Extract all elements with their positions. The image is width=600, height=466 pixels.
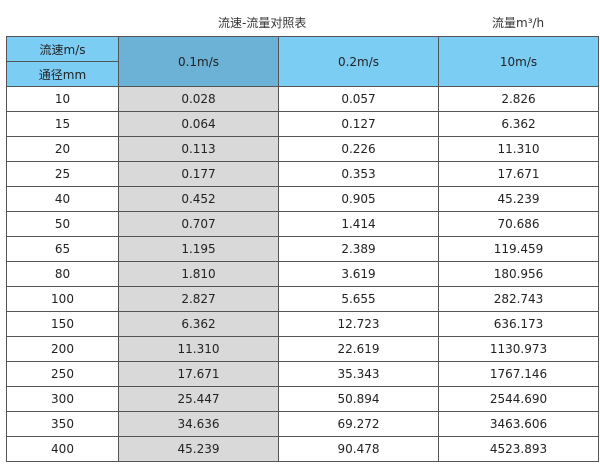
flow-cell: 17.671 xyxy=(438,161,599,187)
table-row: 400 45.239 90.478 4523.893 xyxy=(6,436,599,462)
table-row: 350 34.636 69.272 3463.606 xyxy=(6,411,599,437)
flow-cell: 69.272 xyxy=(278,411,439,437)
diameter-cell: 250 xyxy=(6,361,119,387)
flow-cell: 11.310 xyxy=(438,136,599,162)
flow-cell: 0.353 xyxy=(278,161,439,187)
diameter-cell: 50 xyxy=(6,211,119,237)
flow-cell: 45.239 xyxy=(438,186,599,212)
flow-cell: 2544.690 xyxy=(438,386,599,412)
diameter-cell: 100 xyxy=(6,286,119,312)
flow-cell: 1.810 xyxy=(118,261,279,287)
flow-cell: 2.826 xyxy=(438,86,599,112)
flow-cell: 5.655 xyxy=(278,286,439,312)
flow-cell: 1.414 xyxy=(278,211,439,237)
flow-cell: 3463.606 xyxy=(438,411,599,437)
table-row: 25 0.177 0.353 17.671 xyxy=(6,161,599,187)
flow-cell: 0.226 xyxy=(278,136,439,162)
flow-cell: 119.459 xyxy=(438,236,599,262)
flow-cell: 0.707 xyxy=(118,211,279,237)
table-row: 200 11.310 22.619 1130.973 xyxy=(6,336,599,362)
diameter-header: 通径mm xyxy=(6,61,119,87)
table-row: 65 1.195 2.389 119.459 xyxy=(6,236,599,262)
flow-cell: 12.723 xyxy=(278,311,439,337)
flow-cell: 1130.973 xyxy=(438,336,599,362)
flow-cell: 70.686 xyxy=(438,211,599,237)
diameter-cell: 300 xyxy=(6,386,119,412)
unit-label: 流量m³/h xyxy=(492,16,545,30)
diameter-cell: 200 xyxy=(6,336,119,362)
diameter-cell: 150 xyxy=(6,311,119,337)
header-row: 流速m/s 0.1m/s 0.2m/s 10m/s xyxy=(6,36,599,87)
flow-cell: 34.636 xyxy=(118,411,279,437)
diameter-cell: 350 xyxy=(6,411,119,437)
table-row: 10 0.028 0.057 2.826 xyxy=(6,86,599,112)
table-row: 250 17.671 35.343 1767.146 xyxy=(6,361,599,387)
flow-cell: 4523.893 xyxy=(438,436,599,462)
diameter-cell: 80 xyxy=(6,261,119,287)
flow-cell: 0.905 xyxy=(278,186,439,212)
flow-cell: 6.362 xyxy=(118,311,279,337)
flow-cell: 282.743 xyxy=(438,286,599,312)
flow-cell: 636.173 xyxy=(438,311,599,337)
diameter-cell: 400 xyxy=(6,436,119,462)
diameter-cell: 15 xyxy=(6,111,119,137)
table-row: 40 0.452 0.905 45.239 xyxy=(6,186,599,212)
flow-table: 流速m/s 0.1m/s 0.2m/s 10m/s 通径mm 10 0.028 0.… xyxy=(6,36,599,462)
diameter-cell: 10 xyxy=(6,86,119,112)
table-row: 150 6.362 12.723 636.173 xyxy=(6,311,599,337)
table-row: 300 25.447 50.894 2544.690 xyxy=(6,386,599,412)
diameter-cell: 20 xyxy=(6,136,119,162)
flow-cell: 0.113 xyxy=(118,136,279,162)
column-header: 0.1m/s xyxy=(118,36,279,87)
diameter-cell: 25 xyxy=(6,161,119,187)
flow-cell: 1.195 xyxy=(118,236,279,262)
flow-cell: 2.389 xyxy=(278,236,439,262)
flow-cell: 50.894 xyxy=(278,386,439,412)
flow-cell: 2.827 xyxy=(118,286,279,312)
header-row: 通径mm xyxy=(6,61,599,87)
flow-cell: 6.362 xyxy=(438,111,599,137)
flow-cell: 17.671 xyxy=(118,361,279,387)
table-row: 15 0.064 0.127 6.362 xyxy=(6,111,599,137)
table-title: 流速-流量对照表 xyxy=(218,16,307,30)
flow-cell: 25.447 xyxy=(118,386,279,412)
flow-cell: 0.127 xyxy=(278,111,439,137)
flow-cell: 3.619 xyxy=(278,261,439,287)
flow-cell: 90.478 xyxy=(278,436,439,462)
flow-cell: 0.028 xyxy=(118,86,279,112)
column-header: 10m/s xyxy=(438,36,599,87)
table-row: 20 0.113 0.226 11.310 xyxy=(6,136,599,162)
flow-cell: 0.177 xyxy=(118,161,279,187)
flow-cell: 180.956 xyxy=(438,261,599,287)
flow-cell: 0.064 xyxy=(118,111,279,137)
velocity-header: 流速m/s xyxy=(6,36,119,62)
flow-cell: 45.239 xyxy=(118,436,279,462)
flow-cell: 11.310 xyxy=(118,336,279,362)
column-header: 0.2m/s xyxy=(278,36,439,87)
flow-cell: 22.619 xyxy=(278,336,439,362)
diameter-cell: 65 xyxy=(6,236,119,262)
flow-cell: 1767.146 xyxy=(438,361,599,387)
table-row: 50 0.707 1.414 70.686 xyxy=(6,211,599,237)
diameter-cell: 40 xyxy=(6,186,119,212)
flow-cell: 0.057 xyxy=(278,86,439,112)
flow-cell: 35.343 xyxy=(278,361,439,387)
table-row: 100 2.827 5.655 282.743 xyxy=(6,286,599,312)
table-row: 80 1.810 3.619 180.956 xyxy=(6,261,599,287)
flow-cell: 0.452 xyxy=(118,186,279,212)
